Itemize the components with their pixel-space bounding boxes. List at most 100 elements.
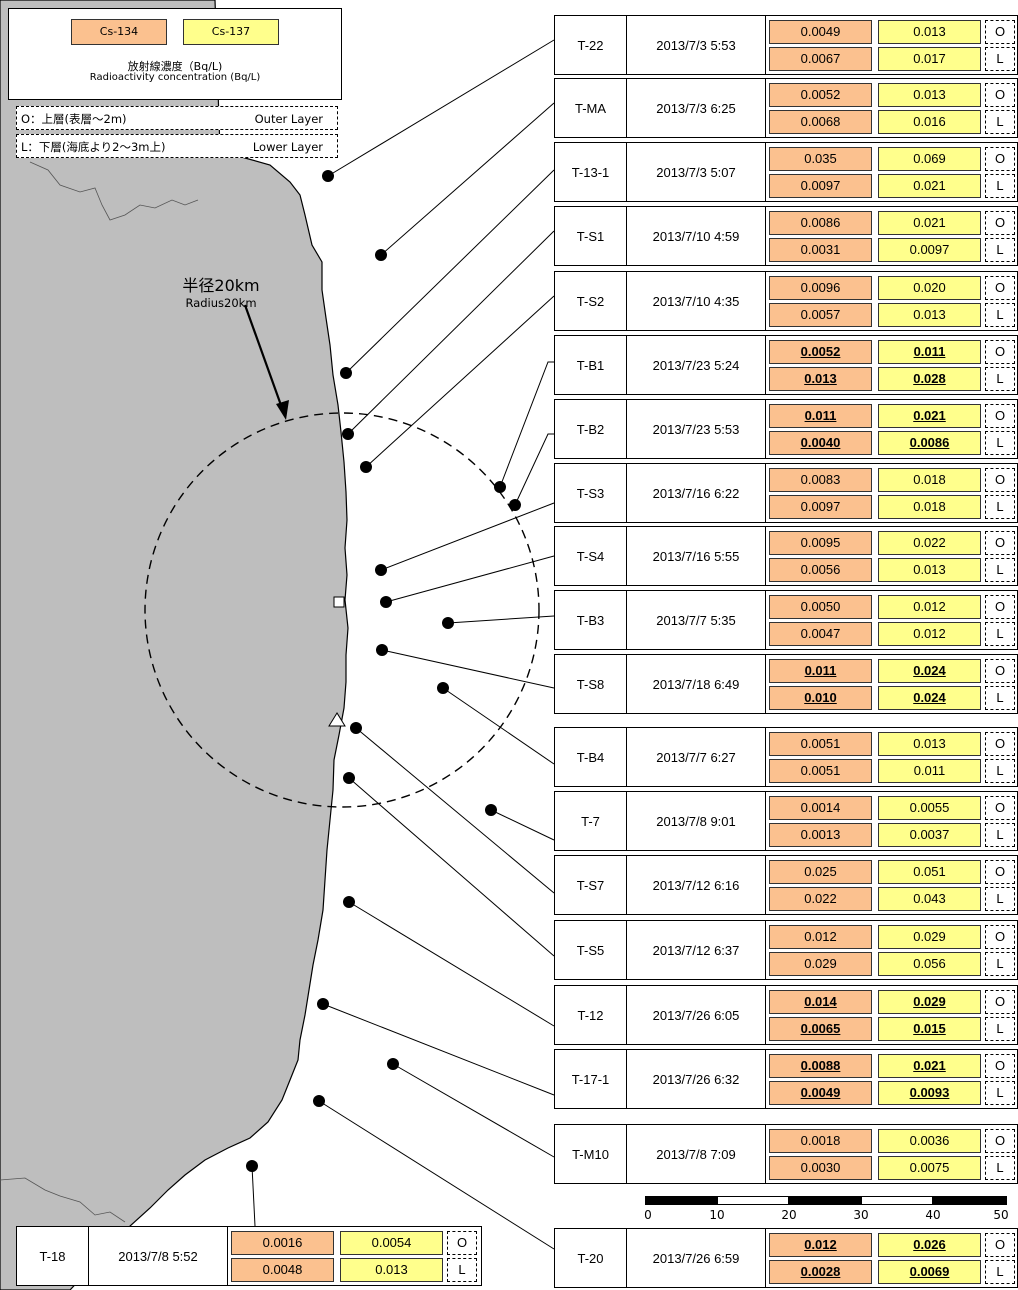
- outer-layer-mark: O: [985, 468, 1015, 492]
- cs134-outer-value: 0.025: [769, 860, 872, 884]
- cs134-lower-value: 0.0013: [769, 823, 872, 847]
- leader-line: [348, 901, 555, 1027]
- cs137-outer-value: 0.022: [878, 531, 981, 555]
- scale-segment: [933, 1196, 1007, 1205]
- scale-segment: [861, 1196, 933, 1205]
- cs137-lower-value: 0.017: [878, 47, 981, 71]
- lower-layer-en: Lower Layer: [252, 140, 323, 154]
- sampling-datetime: 2013/7/26 6:05: [627, 986, 766, 1044]
- cs134-outer-value: 0.011: [769, 659, 872, 683]
- radius-arrow-line: [243, 304, 284, 409]
- leader-line: [327, 39, 555, 177]
- outer-layer-mark: O: [985, 83, 1015, 107]
- outer-layer-mark: O: [985, 1233, 1015, 1257]
- sampling-datetime: 2013/7/3 6:25: [627, 79, 766, 137]
- radius-label-ja: 半径20km: [182, 276, 260, 295]
- sampling-datetime: 2013/7/12 6:16: [627, 856, 766, 914]
- cs137-lower-value: 0.0086: [878, 431, 981, 455]
- cs137-outer-value: 0.051: [878, 860, 981, 884]
- outer-layer-mark: O: [985, 276, 1015, 300]
- cs134-outer-value: 0.0088: [769, 1054, 872, 1078]
- station-box-t-s1: T-S1 2013/7/10 4:59 0.0086 0.021 0.0031 0.009…: [554, 206, 1018, 266]
- sampling-datetime: 2013/7/8 5:52: [89, 1227, 228, 1285]
- sampling-point-t-s3: [375, 564, 387, 576]
- plant-triangle-marker: [328, 712, 346, 727]
- station-box-t-s4: T-S4 2013/7/16 5:55 0.0095 0.022 0.0056 0.013…: [554, 526, 1018, 586]
- radius-arrow-head: [276, 400, 289, 420]
- legend-concentration-en: Radioactivity concentration (Bq/L): [89, 72, 261, 83]
- leader-line: [348, 777, 555, 957]
- cs134-outer-value: 0.0086: [769, 211, 872, 235]
- cs134-lower-value: 0.022: [769, 887, 872, 911]
- radius-label-en: Radius20km: [185, 296, 257, 310]
- leader-line: [514, 433, 554, 506]
- cs134-lower-value: 0.0040: [769, 431, 872, 455]
- plant-square-marker: [333, 596, 345, 608]
- cs134-outer-value: 0.0095: [769, 531, 872, 555]
- sampling-datetime: 2013/7/10 4:59: [627, 207, 766, 265]
- sampling-point-t-b2: [509, 499, 521, 511]
- cs137-lower-value: 0.0097: [878, 238, 981, 262]
- station-id: T-7: [555, 792, 627, 850]
- station-id: T-B1: [555, 336, 627, 394]
- station-box-t-s7: T-S7 2013/7/12 6:16 0.025 0.051 0.022 0.043 O L: [554, 855, 1018, 915]
- sampling-point-t-22: [322, 170, 334, 182]
- lower-layer-mark: L: [985, 1156, 1015, 1180]
- sampling-datetime: 2013/7/16 5:55: [627, 527, 766, 585]
- cs134-lower-value: 0.0049: [769, 1081, 872, 1105]
- station-box-t-20: T-20 2013/7/26 6:59 0.012 0.026 0.0028 0.0069…: [554, 1228, 1018, 1288]
- scale-segment: [645, 1196, 717, 1205]
- cs134-outer-value: 0.012: [769, 925, 872, 949]
- outer-layer-mark: O: [985, 595, 1015, 619]
- sampling-datetime: 2013/7/8 9:01: [627, 792, 766, 850]
- sampling-point-t-13-1: [340, 367, 352, 379]
- sampling-point-t-7: [485, 804, 497, 816]
- legend-outer-layer: O：上層(表層～2m) Outer Layer: [16, 106, 338, 130]
- station-box-t-s3: T-S3 2013/7/16 6:22 0.0083 0.018 0.0097 0.018…: [554, 463, 1018, 523]
- radius-label: 半径20km Radius20km: [166, 272, 276, 310]
- station-id: T-B3: [555, 591, 627, 649]
- sampling-datetime: 2013/7/23 5:24: [627, 336, 766, 394]
- outer-layer-mark: O: [985, 531, 1015, 555]
- leader-line: [380, 102, 555, 256]
- cs137-lower-value: 0.016: [878, 110, 981, 134]
- cs137-lower-value: 0.012: [878, 622, 981, 646]
- cs134-outer-value: 0.0083: [769, 468, 872, 492]
- cs137-lower-value: 0.015: [878, 1017, 981, 1041]
- cs134-outer-value: 0.0014: [769, 796, 872, 820]
- outer-layer-mark: O: [985, 147, 1015, 171]
- outer-layer-mark: O: [985, 340, 1015, 364]
- outer-layer-mark: O: [985, 990, 1015, 1014]
- cs134-lower-value: 0.0057: [769, 303, 872, 327]
- cs137-lower-value: 0.013: [878, 558, 981, 582]
- cs134-lower-value: 0.013: [769, 367, 872, 391]
- cs134-lower-value: 0.0068: [769, 110, 872, 134]
- station-box-t-7: T-7 2013/7/8 9:01 0.0014 0.0055 0.0013 0.0037…: [554, 791, 1018, 851]
- legend-box: Cs-134 Cs-137 放射線濃度（Bq/L) Radioactivity …: [8, 8, 342, 100]
- sampling-point-t-s4: [380, 596, 392, 608]
- cs137-lower-value: 0.0093: [878, 1081, 981, 1105]
- leader-line: [251, 1165, 256, 1227]
- cs137-outer-value: 0.021: [878, 404, 981, 428]
- sampling-datetime: 2013/7/3 5:07: [627, 143, 766, 201]
- station-box-t-b2: T-B2 2013/7/23 5:53 0.011 0.021 0.0040 0.0086…: [554, 399, 1018, 459]
- scale-tick-label: 20: [781, 1208, 797, 1222]
- cs134-outer-value: 0.0049: [769, 20, 872, 44]
- station-id: T-S8: [555, 655, 627, 713]
- cs134-lower-value: 0.0067: [769, 47, 872, 71]
- cs137-outer-value: 0.029: [878, 990, 981, 1014]
- cs137-outer-value: 0.018: [878, 468, 981, 492]
- station-box-t-13-1: T-13-1 2013/7/3 5:07 0.035 0.069 0.0097 0.021…: [554, 142, 1018, 202]
- lower-layer-mark: L: [447, 1258, 477, 1282]
- station-box-t-22: T-22 2013/7/3 5:53 0.0049 0.013 0.0067 0.017 O…: [554, 15, 1018, 75]
- station-box-t-s8: T-S8 2013/7/18 6:49 0.011 0.024 0.010 0.024 O L: [554, 654, 1018, 714]
- sampling-datetime: 2013/7/23 5:53: [627, 400, 766, 458]
- cs137-lower-value: 0.021: [878, 174, 981, 198]
- lower-layer-ja: L：下層(海底より2～3m上): [21, 140, 166, 154]
- cs134-outer-value: 0.0016: [231, 1231, 334, 1255]
- leader-line: [322, 1003, 555, 1096]
- outer-layer-mark: O: [985, 404, 1015, 428]
- sampling-point-t-b1: [494, 481, 506, 493]
- scale-bar: 0 10 20 30 40 50: [644, 1196, 1009, 1226]
